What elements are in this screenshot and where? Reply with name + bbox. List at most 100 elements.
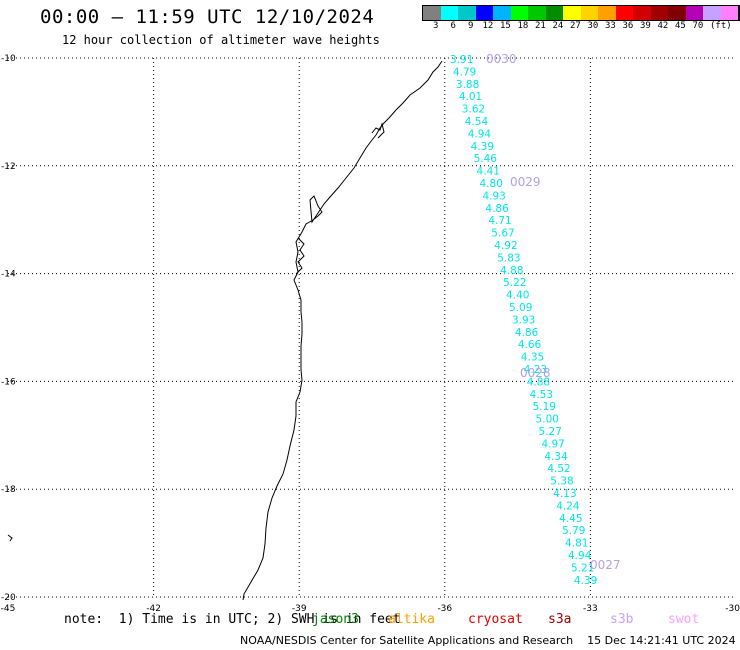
wave-height-label: 4.45	[559, 513, 582, 525]
legend-swatch	[440, 6, 458, 20]
wave-height-label: 5.19	[533, 401, 556, 413]
wave-height-label: 4.13	[553, 488, 576, 500]
wave-height-label: 4.79	[453, 66, 476, 78]
wave-height-label: 4.93	[482, 190, 505, 202]
coastline	[242, 60, 443, 601]
legend-swatch	[458, 6, 476, 20]
color-scale-legend	[422, 5, 740, 21]
legend-swatch	[423, 6, 441, 20]
lon-tick-label: -30	[725, 604, 740, 614]
wave-height-label: 4.39	[471, 141, 494, 153]
legend-swatch	[633, 6, 651, 20]
wave-height-label: 4.53	[530, 389, 553, 401]
footnote: note: 1) Time is in UTC; 2) SWH is in fe…	[64, 612, 401, 627]
wave-height-label: 3.91	[450, 54, 473, 66]
legend-label: 33	[605, 21, 616, 31]
wave-height-label: 4.24	[556, 500, 580, 512]
legend-label: 15	[500, 21, 511, 31]
wave-height-label: 4.94	[468, 128, 492, 140]
map-grid: -45 -42 -39 -36 -33 -30 -10 -12 -14 -16 -18 -20	[1, 54, 740, 614]
lat-tick-label: -14	[1, 270, 16, 280]
legend-label: 39	[640, 21, 651, 31]
lat-tick-label: -12	[1, 162, 16, 172]
legend-swatch	[615, 6, 633, 20]
pass-time-label: 0028	[520, 366, 551, 380]
wave-height-label: 4.23	[524, 364, 547, 376]
legend-label: 18	[517, 21, 529, 31]
legend-label: 36	[622, 21, 634, 31]
wave-height-label: 4.86	[515, 327, 539, 339]
wave-height-label: 5.21	[571, 562, 594, 574]
legend-label: 12	[482, 21, 494, 31]
wave-height-label: 4.81	[565, 538, 588, 550]
wave-height-label: 5.46	[474, 153, 498, 165]
wave-height-label: 4.94	[568, 550, 592, 562]
wave-height-label: 5.67	[491, 228, 514, 240]
wave-height-label: 3.93	[512, 314, 535, 326]
legend-label: 27	[570, 21, 581, 31]
wave-height-label: 5.27	[539, 426, 562, 438]
wave-height-label: 4.66	[518, 339, 542, 351]
legend-label: 42	[657, 21, 669, 31]
satellite-legend-item: s3b	[610, 612, 634, 627]
legend-label: 24	[552, 21, 564, 31]
lon-tick-label: -45	[1, 604, 16, 614]
pass-time-label: 0029	[510, 175, 541, 189]
lat-tick-label: -16	[1, 377, 16, 387]
wave-height-label: 3.88	[456, 79, 479, 91]
legend-label: 30	[587, 21, 599, 31]
wave-height-label: 5.09	[509, 302, 532, 314]
lat-tick-label: -20	[1, 593, 16, 603]
legend-swatch	[493, 6, 511, 20]
color-scale-labels: 3 6 9 12 15 18 21 24 27 30 33 36 39 42 45 70 (ft)	[422, 21, 740, 33]
wave-height-label: 4.71	[488, 215, 511, 227]
wave-height-label: 4.41	[477, 166, 500, 178]
legend-swatch	[668, 6, 686, 20]
satellite-legend-item: cryosat	[468, 612, 523, 627]
legend-swatch	[545, 6, 563, 20]
wave-height-label: 4.01	[459, 91, 482, 103]
lat-tick-label: -10	[1, 54, 16, 64]
wave-height-label: 4.97	[541, 438, 564, 450]
wave-height-label: 4.88	[527, 376, 550, 388]
satellite-legend-item: altika	[388, 612, 435, 627]
altimeter-track: 3.914.793.884.013.624.544.944.395.464.41…	[7, 52, 621, 587]
wave-height-label: 4.86	[485, 203, 509, 215]
wave-height-label: 4.35	[521, 352, 544, 364]
lon-tick-label: -36	[437, 604, 452, 614]
legend-swatch	[738, 6, 740, 20]
legend-swatch	[720, 6, 738, 20]
legend-label: 70	[692, 21, 704, 31]
satellite-legend-item: jason3	[312, 612, 359, 627]
wave-height-label: 4.80	[480, 178, 503, 190]
legend-label: 6	[450, 21, 456, 31]
island-mark	[7, 534, 13, 542]
wave-height-label: 3.62	[462, 104, 485, 116]
wave-height-label: 5.00	[536, 414, 559, 426]
legend-label: 45	[675, 21, 686, 31]
wave-height-label: 5.38	[550, 476, 573, 488]
wave-height-label: 4.39	[574, 575, 597, 587]
wave-height-label: 4.40	[506, 290, 529, 302]
wave-height-label: 5.22	[503, 277, 526, 289]
legend-unit: (ft)	[710, 21, 732, 31]
legend-label: 3	[433, 21, 439, 31]
satellite-legend-item: swot	[668, 612, 700, 627]
pass-time-label: 0027	[590, 558, 621, 572]
map-subtitle: 12 hour collection of altimeter wave hei…	[62, 33, 380, 47]
legend-swatch	[598, 6, 616, 20]
credit-line: NOAA/NESDIS Center for Satellite Applica…	[240, 634, 736, 647]
wave-height-label: 4.92	[494, 240, 517, 252]
lon-tick-label: -33	[583, 604, 598, 614]
legend-swatch	[580, 6, 598, 20]
legend-swatch	[703, 6, 721, 20]
legend-swatch	[563, 6, 581, 20]
wave-height-label: 4.54	[465, 116, 489, 128]
legend-swatch	[650, 6, 668, 20]
wave-height-label: 4.34	[544, 451, 568, 463]
legend-label: 9	[468, 21, 474, 31]
wave-height-label: 4.52	[547, 463, 570, 475]
satellite-legend-item: s3a	[548, 612, 572, 627]
wave-height-label: 4.88	[500, 265, 523, 277]
